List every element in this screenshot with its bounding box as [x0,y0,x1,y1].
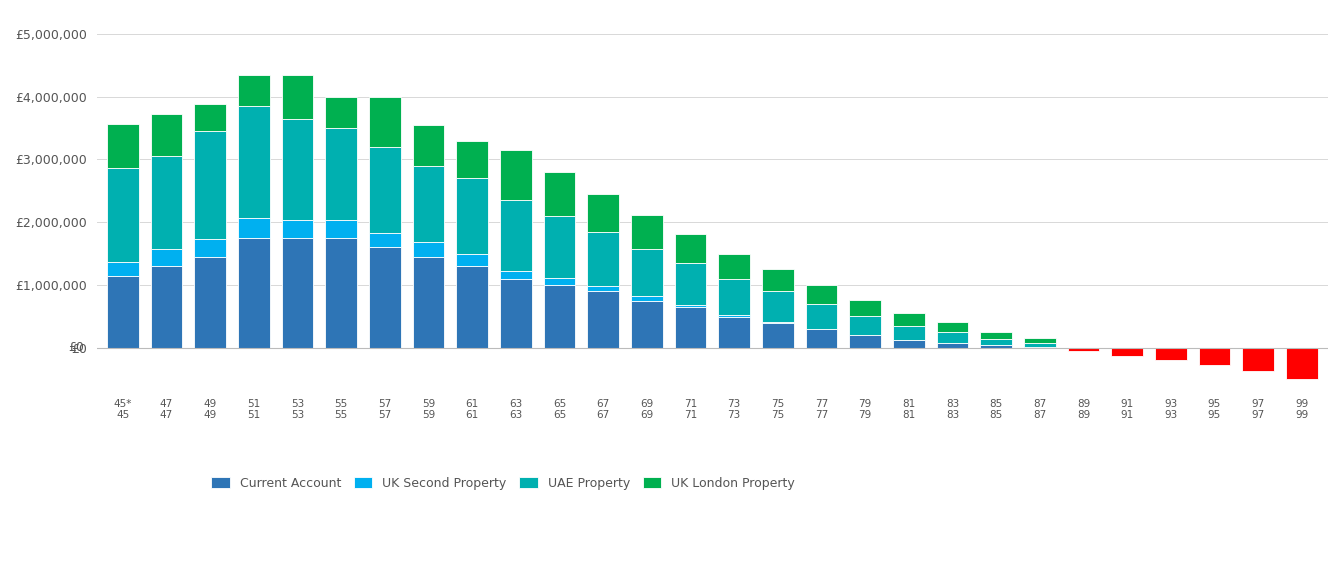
Bar [937,322,968,332]
Bar [369,97,400,147]
Bar [631,215,662,249]
Bar [1025,343,1056,347]
Bar [806,304,837,329]
Bar [1112,348,1143,356]
Bar [674,307,706,348]
Bar [325,97,357,128]
Bar [1025,347,1056,348]
Bar [238,106,270,218]
Bar [893,326,924,340]
Bar [282,238,313,348]
Bar [1068,348,1099,351]
Bar [325,238,357,348]
Bar [587,291,619,348]
Bar [761,322,794,323]
Bar [500,279,532,348]
Bar [1242,348,1275,371]
Bar [980,346,1011,348]
Bar [719,254,749,279]
Bar [937,332,968,343]
Bar [107,262,138,276]
Bar [238,218,270,238]
Bar [631,249,662,297]
Bar [544,278,575,285]
Bar [282,220,313,238]
Bar [937,343,968,348]
Bar [457,178,488,254]
Bar [1287,348,1317,379]
Bar [107,276,138,348]
Bar [282,74,313,119]
Bar [412,242,445,257]
Bar [412,166,445,242]
Bar [457,267,488,348]
Bar [849,300,881,316]
Bar [150,156,183,249]
Bar [674,305,706,307]
Bar [587,194,619,232]
Bar [238,238,270,348]
Bar [195,104,226,131]
Bar [631,297,662,301]
Text: £0: £0 [68,342,85,354]
Bar [719,315,749,317]
Bar [806,329,837,348]
Bar [849,316,881,335]
Bar [719,317,749,348]
Bar [369,248,400,348]
Bar [631,301,662,348]
Bar [282,119,313,220]
Bar [544,285,575,348]
Bar [806,285,837,304]
Bar [980,332,1011,339]
Bar [587,286,619,291]
Bar [500,150,532,200]
Bar [457,141,488,178]
Bar [150,267,183,348]
Bar [325,220,357,238]
Bar [544,216,575,278]
Bar [893,340,924,348]
Bar [674,234,706,263]
Bar [761,269,794,291]
Bar [150,249,183,267]
Bar [325,128,357,220]
Bar [369,233,400,248]
Bar [457,254,488,267]
Bar [761,323,794,348]
Bar [719,279,749,315]
Bar [107,123,138,168]
Bar [674,263,706,305]
Bar [544,172,575,216]
Bar [1025,338,1056,343]
Bar [893,313,924,326]
Bar [1155,348,1186,360]
Bar [238,74,270,106]
Bar [500,271,532,279]
Legend: Current Account, UK Second Property, UAE Property, UK London Property: Current Account, UK Second Property, UAE… [205,471,800,494]
Bar [150,114,183,156]
Bar [500,200,532,271]
Bar [369,147,400,233]
Bar [980,339,1011,346]
Bar [412,125,445,166]
Bar [761,291,794,322]
Bar [195,239,226,257]
Bar [412,257,445,348]
Bar [849,335,881,348]
Bar [195,131,226,239]
Bar [1199,348,1230,365]
Bar [195,257,226,348]
Bar [587,232,619,286]
Bar [107,168,138,262]
